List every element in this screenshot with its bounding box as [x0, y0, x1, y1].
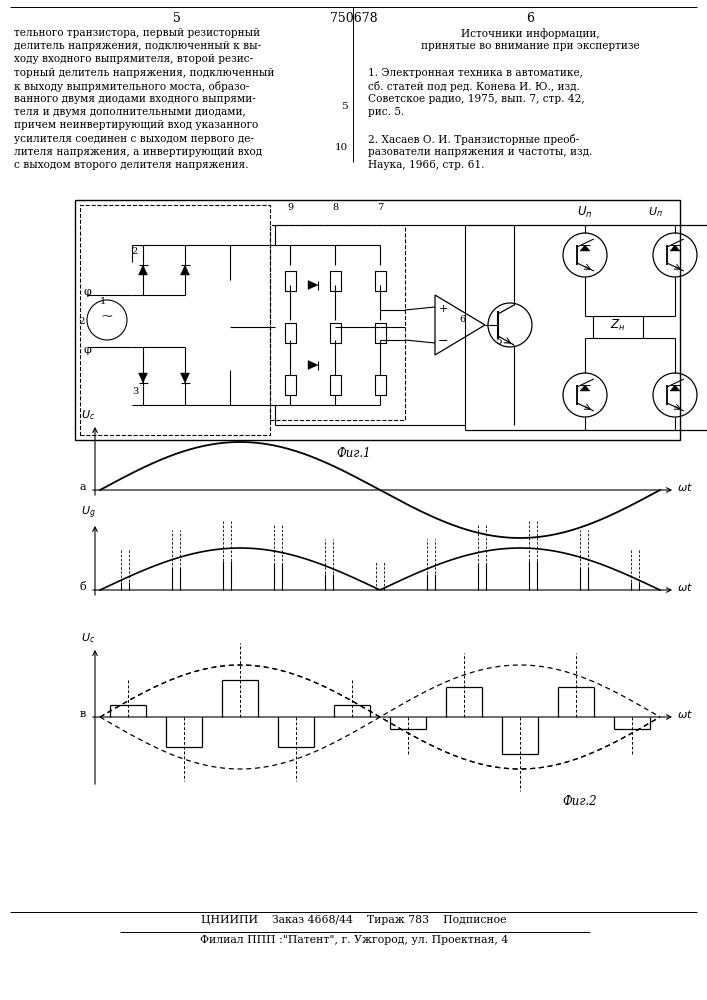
- Text: 6: 6: [460, 316, 466, 324]
- Text: $U_п$: $U_п$: [577, 204, 593, 220]
- Text: $U_п$: $U_п$: [648, 205, 662, 219]
- Text: 2. Хасаев О. И. Транзисторные преоб-: 2. Хасаев О. И. Транзисторные преоб-: [368, 134, 579, 145]
- Text: с выходом второго делителя напряжения.: с выходом второго делителя напряжения.: [14, 160, 249, 170]
- Bar: [270, 225, 405, 420]
- Polygon shape: [580, 385, 590, 391]
- Text: Филиал ППП :"Патент", г. Ужгород, ул. Проектная, 4: Филиал ППП :"Патент", г. Ужгород, ул. Пр…: [200, 935, 508, 945]
- Text: ~: ~: [100, 310, 113, 324]
- Text: $Z_н$: $Z_н$: [610, 317, 626, 333]
- Text: 10: 10: [334, 143, 348, 152]
- Bar: [284, 271, 296, 291]
- Text: 750678: 750678: [330, 12, 378, 25]
- Text: Фиг.1: Фиг.1: [337, 447, 371, 460]
- Text: 5: 5: [173, 12, 181, 25]
- Text: 5: 5: [341, 102, 348, 111]
- Bar: [375, 375, 385, 395]
- Text: $\omega t$: $\omega t$: [677, 581, 693, 593]
- Text: Наука, 1966, стр. 61.: Наука, 1966, стр. 61.: [368, 160, 484, 170]
- Text: делитель напряжения, подключенный к вы-: делитель напряжения, подключенный к вы-: [14, 41, 261, 51]
- Text: рис. 5.: рис. 5.: [368, 107, 404, 117]
- Text: ходу входного выпрямителя, второй резис-: ходу входного выпрямителя, второй резис-: [14, 54, 253, 64]
- Bar: [329, 271, 341, 291]
- Text: $U_c$: $U_c$: [81, 631, 95, 645]
- Text: тельного транзистора, первый резисторный: тельного транзистора, первый резисторный: [14, 28, 260, 38]
- Polygon shape: [670, 385, 680, 391]
- Text: принятые во внимание при экспертизе: принятые во внимание при экспертизе: [421, 41, 639, 51]
- Text: б: б: [79, 582, 86, 592]
- Text: $U_c$: $U_c$: [81, 408, 95, 422]
- Text: торный делитель напряжения, подключенный: торный делитель напряжения, подключенный: [14, 68, 274, 78]
- Text: 3: 3: [132, 387, 138, 396]
- Text: 2: 2: [78, 318, 85, 326]
- Bar: [375, 323, 385, 343]
- Text: разователи напряжения и частоты, изд.: разователи напряжения и частоты, изд.: [368, 147, 592, 157]
- Text: теля и двумя дополнительными диодами,: теля и двумя дополнительными диодами,: [14, 107, 246, 117]
- Text: ванного двумя диодами входного выпрями-: ванного двумя диодами входного выпрями-: [14, 94, 256, 104]
- Text: в: в: [80, 709, 86, 719]
- Text: сб. статей под ред. Конева И. Ю., изд.: сб. статей под ред. Конева И. Ю., изд.: [368, 81, 580, 92]
- Polygon shape: [180, 265, 189, 275]
- Text: +: +: [438, 304, 448, 314]
- Text: Фиг.2: Фиг.2: [563, 795, 597, 808]
- Text: ЦНИИПИ    Заказ 4668/44    Тираж 783    Подписное: ЦНИИПИ Заказ 4668/44 Тираж 783 Подписное: [201, 915, 507, 925]
- Text: φ: φ: [83, 287, 91, 297]
- Polygon shape: [308, 360, 318, 369]
- Text: 7: 7: [377, 204, 383, 213]
- Text: $U_g$: $U_g$: [81, 505, 95, 521]
- Polygon shape: [670, 245, 680, 251]
- Text: −: −: [438, 334, 448, 348]
- Text: лителя напряжения, а инвертирующий вход: лителя напряжения, а инвертирующий вход: [14, 147, 262, 157]
- Text: φ: φ: [83, 345, 91, 355]
- Bar: [75, 200, 680, 440]
- Polygon shape: [308, 280, 318, 290]
- Text: 1: 1: [100, 298, 106, 306]
- Bar: [284, 323, 296, 343]
- Text: 6: 6: [526, 12, 534, 25]
- Bar: [329, 375, 341, 395]
- Polygon shape: [139, 265, 148, 275]
- Text: 5: 5: [495, 336, 501, 346]
- Text: 1. Электронная техника в автоматике,: 1. Электронная техника в автоматике,: [368, 68, 583, 78]
- Text: a: a: [79, 482, 86, 492]
- Text: усилителя соединен с выходом первого де-: усилителя соединен с выходом первого де-: [14, 134, 254, 144]
- Text: 2: 2: [132, 247, 138, 256]
- Bar: [329, 323, 341, 343]
- Text: 8: 8: [332, 204, 338, 213]
- Text: к выходу выпрямительного моста, образо-: к выходу выпрямительного моста, образо-: [14, 81, 250, 92]
- Text: $\omega t$: $\omega t$: [677, 708, 693, 720]
- Bar: [375, 271, 385, 291]
- Text: 9: 9: [287, 204, 293, 213]
- Text: Источники информации,: Источники информации,: [461, 28, 600, 39]
- Polygon shape: [139, 373, 148, 383]
- Text: Советское радио, 1975, вып. 7, стр. 42,: Советское радио, 1975, вып. 7, стр. 42,: [368, 94, 585, 104]
- Polygon shape: [180, 373, 189, 383]
- Text: причем неинвертирующий вход указанного: причем неинвертирующий вход указанного: [14, 120, 258, 130]
- Polygon shape: [580, 245, 590, 251]
- Bar: [284, 375, 296, 395]
- Bar: [593, 316, 643, 338]
- Bar: [80, 205, 270, 435]
- Text: $\omega t$: $\omega t$: [677, 481, 693, 493]
